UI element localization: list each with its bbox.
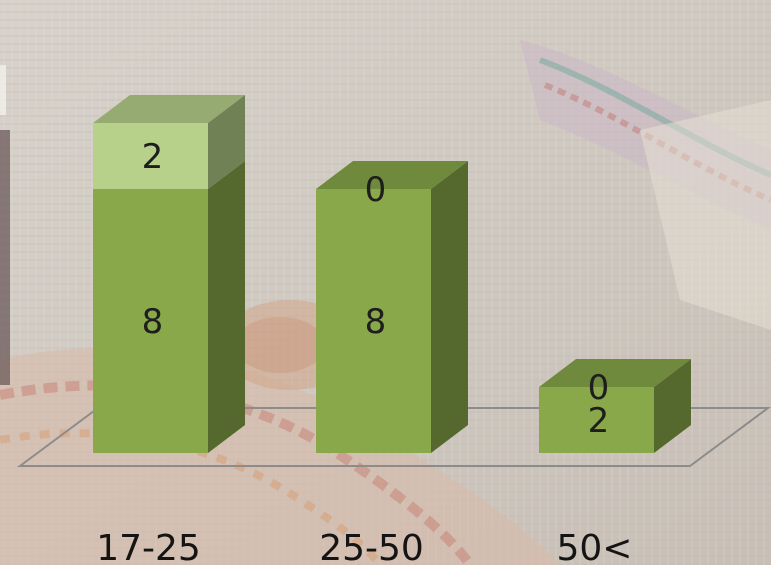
category-label-25-50: 25-50 [319, 528, 424, 565]
bar-group [93, 95, 691, 453]
category-label-17-25: 17-25 [96, 528, 201, 565]
chart-floor [16, 407, 771, 467]
bar-25-50 [316, 161, 468, 453]
data-label-series2-17-25: 2 [142, 137, 164, 177]
bar-side-series1-50< [654, 359, 691, 453]
bar-front-series1-50< [539, 387, 654, 453]
data-label-series1-17-25: 8 [142, 302, 164, 342]
bar-front-series1-25-50 [316, 189, 431, 453]
data-label-series2-25-50: 0 [365, 170, 387, 210]
bar-50< [539, 359, 691, 453]
bar-side-series1-25-50 [431, 161, 468, 453]
data-label-series1-25-50: 8 [365, 302, 387, 342]
bar-17-25 [93, 95, 245, 453]
category-axis-labels: 17-25 25-50 50< [96, 528, 632, 565]
bar-top-50< [539, 359, 691, 387]
bar-side-series2-17-25 [208, 95, 245, 189]
bar-top-25-50 [316, 161, 468, 189]
data-label-series1-50<: 2 [588, 401, 610, 441]
data-label-series2-50<: 0 [588, 368, 610, 408]
bar-side-series1-17-25 [208, 161, 245, 453]
bar-top-17-25 [93, 95, 245, 123]
category-label-50<: 50< [557, 528, 633, 565]
bar-front-series2-17-25 [93, 123, 208, 189]
bar-front-series1-17-25 [93, 189, 208, 453]
